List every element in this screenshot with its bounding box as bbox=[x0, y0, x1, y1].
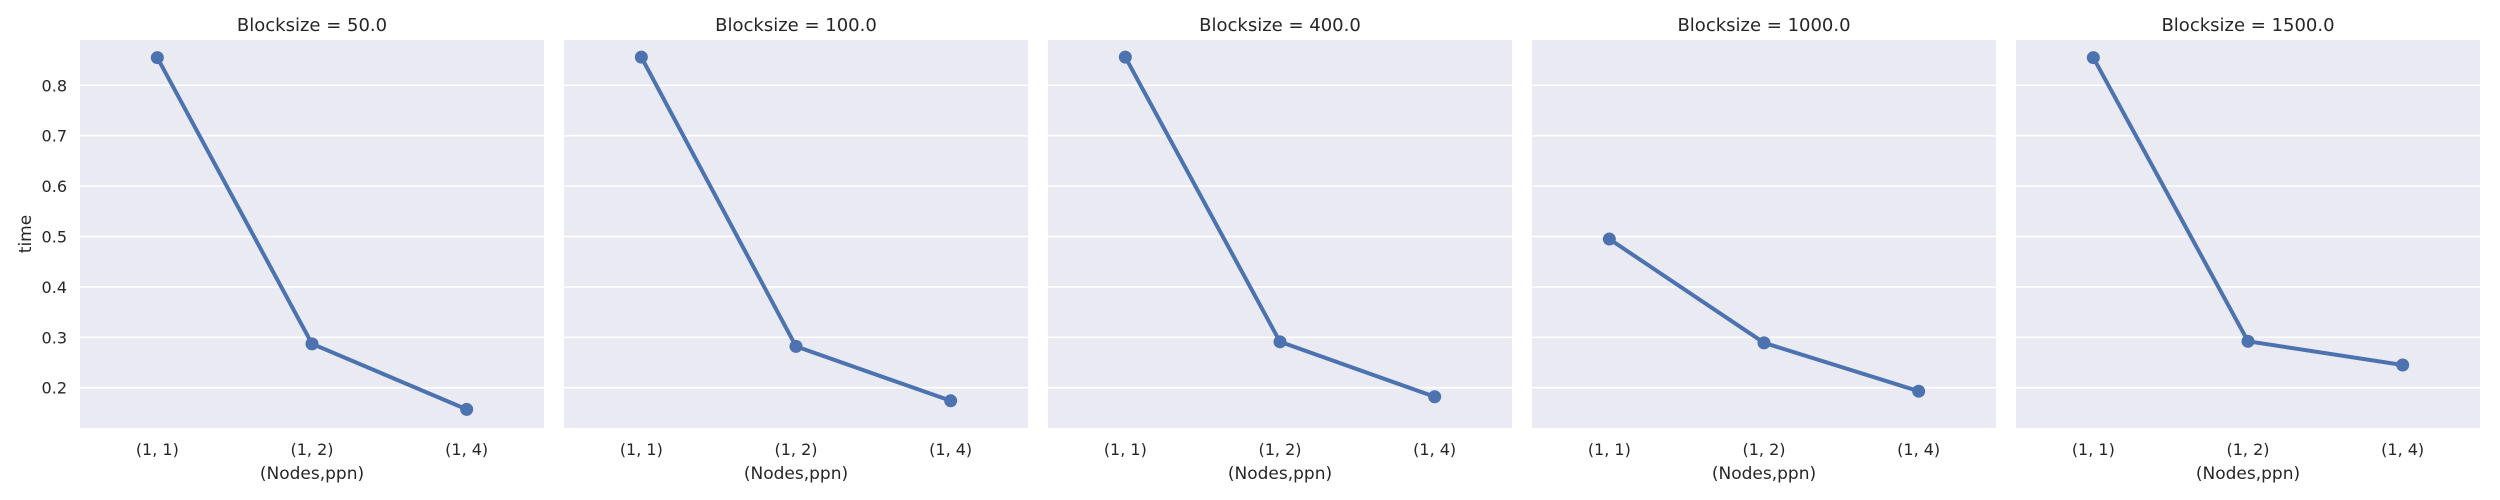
facet-panel: (1, 1) (1, 2) (1, 4) (Nodes,ppn) Blocksize =… bbox=[2016, 15, 2480, 484]
x-axis-label: (Nodes,ppn) bbox=[1228, 464, 1332, 484]
x-tick-label: (1, 2) bbox=[290, 440, 333, 459]
y-tick-label: 0.7 bbox=[42, 127, 67, 146]
data-point bbox=[944, 394, 958, 408]
x-tick-label: (1, 1) bbox=[2072, 440, 2115, 459]
panel-background bbox=[564, 40, 1028, 428]
y-tick-label: 0.5 bbox=[42, 228, 67, 247]
panel-title: Blocksize = 100.0 bbox=[715, 15, 877, 36]
data-point bbox=[634, 50, 648, 64]
plot-area: (1, 1) (1, 2) (1, 4) (Nodes,ppn) Blocksize =… bbox=[16, 15, 2480, 484]
facet-panel: (1, 1) (1, 2) (1, 4) (Nodes,ppn) Blocksize =… bbox=[1532, 15, 1996, 484]
x-tick-label: (1, 4) bbox=[929, 440, 972, 459]
y-tick-label: 0.8 bbox=[42, 76, 67, 95]
x-axis-label: (Nodes,ppn) bbox=[1712, 464, 1816, 484]
data-point bbox=[1428, 390, 1442, 404]
x-axis-label: (Nodes,ppn) bbox=[260, 464, 364, 484]
y-tick-label: 0.3 bbox=[42, 328, 67, 347]
panel-title: Blocksize = 1500.0 bbox=[2161, 15, 2334, 36]
x-tick-label: (1, 2) bbox=[2226, 440, 2269, 459]
data-point bbox=[2396, 358, 2410, 372]
facet-panel: (1, 1) (1, 2) (1, 4) (Nodes,ppn) Blocksize =… bbox=[564, 15, 1028, 484]
data-point bbox=[2086, 51, 2100, 65]
x-tick-label: (1, 4) bbox=[1413, 440, 1456, 459]
panel-background bbox=[2016, 40, 2480, 428]
x-tick-label: (1, 4) bbox=[2381, 440, 2424, 459]
x-tick-label: (1, 1) bbox=[1588, 440, 1631, 459]
x-tick-label: (1, 4) bbox=[445, 440, 488, 459]
data-point bbox=[1118, 50, 1132, 64]
panel-title: Blocksize = 50.0 bbox=[237, 15, 387, 36]
panel-background bbox=[1532, 40, 1996, 428]
x-tick-label: (1, 1) bbox=[620, 440, 663, 459]
data-point bbox=[460, 402, 474, 416]
data-point bbox=[1602, 232, 1616, 246]
x-axis-label: (Nodes,ppn) bbox=[744, 464, 848, 484]
data-point bbox=[2241, 334, 2255, 348]
data-point bbox=[1912, 384, 1926, 398]
y-tick-label: 0.4 bbox=[42, 278, 67, 297]
facet-panel: (1, 1) (1, 2) (1, 4) (Nodes,ppn) Blocksize =… bbox=[80, 15, 544, 484]
y-tick-label: 0.6 bbox=[42, 177, 67, 196]
x-axis-label: (Nodes,ppn) bbox=[2196, 464, 2300, 484]
x-tick-label: (1, 1) bbox=[1104, 440, 1147, 459]
data-point bbox=[789, 339, 803, 353]
y-axis: 0.2 0.3 0.4 0.5 0.6 0.7 0.8 time bbox=[16, 76, 67, 397]
x-tick-label: (1, 4) bbox=[1897, 440, 1940, 459]
data-point bbox=[305, 337, 319, 351]
data-point bbox=[150, 51, 164, 65]
y-tick-label: 0.2 bbox=[42, 379, 67, 398]
y-axis-label: time bbox=[16, 215, 36, 253]
x-tick-label: (1, 2) bbox=[1258, 440, 1301, 459]
panel-title: Blocksize = 1000.0 bbox=[1677, 15, 1850, 36]
x-tick-label: (1, 2) bbox=[774, 440, 817, 459]
panel-background bbox=[1048, 40, 1512, 428]
panel-background bbox=[80, 40, 544, 428]
x-tick-label: (1, 1) bbox=[136, 440, 179, 459]
panel-title: Blocksize = 400.0 bbox=[1199, 15, 1361, 36]
facet-panel: (1, 1) (1, 2) (1, 4) (Nodes,ppn) Blocksize =… bbox=[1048, 15, 1512, 484]
x-tick-label: (1, 2) bbox=[1742, 440, 1785, 459]
data-point bbox=[1757, 336, 1771, 350]
data-point bbox=[1273, 335, 1287, 349]
